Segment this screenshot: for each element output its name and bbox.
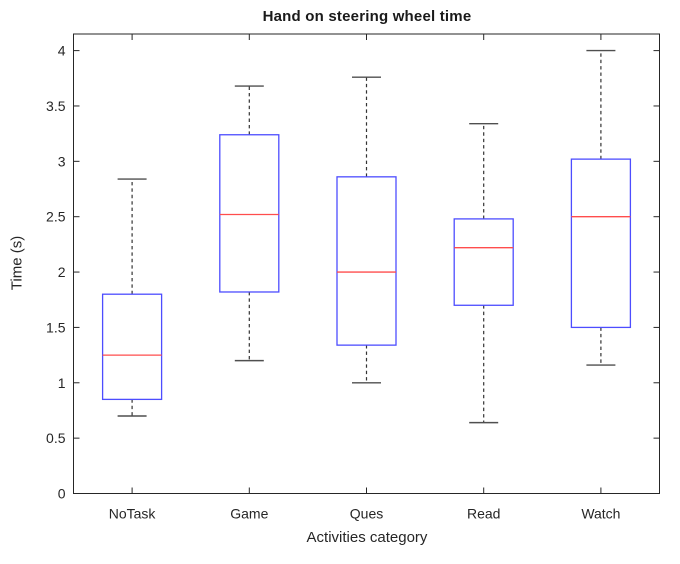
x-tick-label-Watch: Watch [581, 506, 620, 522]
box-Read [453, 218, 514, 306]
y-tick-label: 1 [58, 375, 66, 391]
y-tick-label: 3 [58, 153, 66, 169]
x-axis-label: Activities category [306, 529, 428, 546]
x-tick-label-NoTask: NoTask [109, 506, 157, 522]
y-tick-label: 2.5 [46, 209, 66, 225]
chart-title: Hand on steering wheel time [262, 8, 472, 25]
y-tick-label: 1.5 [46, 319, 66, 335]
box-Game [219, 134, 280, 293]
box-Ques [336, 176, 397, 346]
x-tick-label-Ques: Ques [350, 506, 383, 522]
y-tick-label: 4 [58, 43, 66, 59]
y-tick-label: 0.5 [46, 430, 66, 446]
y-tick-label: 3.5 [46, 98, 66, 114]
x-tick-label-Read: Read [467, 506, 500, 522]
y-tick-label: 0 [58, 486, 66, 502]
box-NoTask [101, 293, 163, 401]
y-tick-label: 2 [58, 264, 66, 280]
box-Watch [570, 158, 632, 329]
x-tick-label-Game: Game [230, 506, 268, 522]
